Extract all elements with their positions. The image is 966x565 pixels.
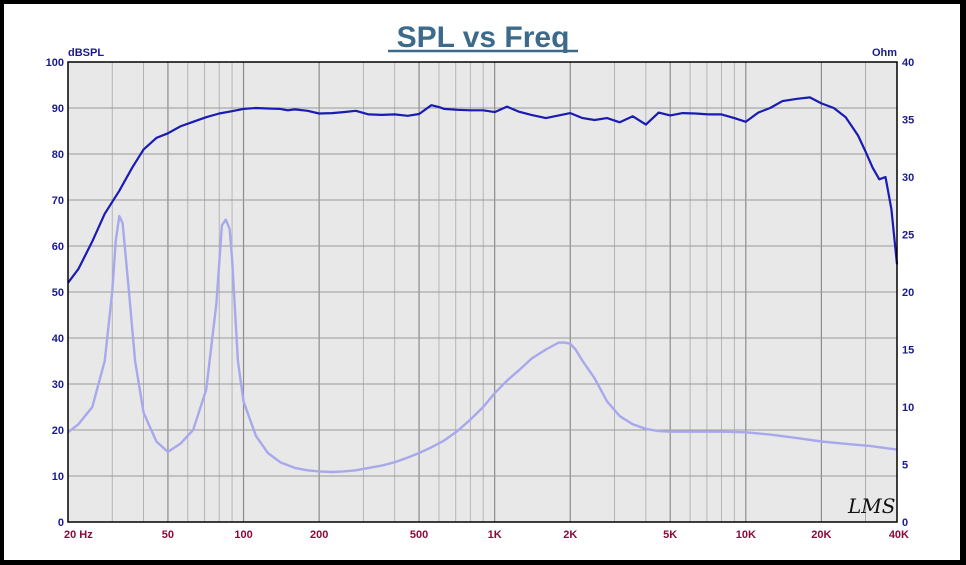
right-tick-label: 25 (902, 230, 914, 242)
right-tick-label: 5 (902, 460, 908, 472)
left-tick-label: 90 (52, 103, 64, 115)
left-axis-unit: dBSPL (68, 47, 104, 59)
lms-logo: LMS (847, 494, 895, 518)
x-tick-label: 5K (663, 529, 677, 541)
x-tick-label: 20 Hz (64, 529, 93, 541)
left-axis-ticks: 0 10 20 30 40 50 60 70 80 90 100 (46, 57, 64, 529)
left-tick-label: 40 (52, 333, 64, 345)
left-tick-label: 50 (52, 287, 64, 299)
x-tick-label: 2K (563, 529, 577, 541)
x-tick-label: 500 (410, 529, 428, 541)
right-tick-label: 10 (902, 402, 914, 414)
left-tick-label: 20 (52, 425, 64, 437)
chart-title: SPL vs Freq (397, 21, 570, 54)
right-tick-label: 0 (902, 517, 908, 529)
left-tick-label: 10 (52, 471, 64, 483)
left-tick-label: 0 (58, 517, 64, 529)
x-axis-ticks: 20 Hz 50 100 200 500 1K 2K 5K 10K 20K 40K (64, 529, 909, 541)
x-tick-label: 100 (234, 529, 252, 541)
right-tick-label: 15 (902, 345, 914, 357)
spl-curve (67, 96, 899, 284)
left-tick-label: 80 (52, 149, 64, 161)
x-tick-label: 20K (811, 529, 831, 541)
right-axis-ticks: 0 5 10 15 20 25 30 35 40 (902, 57, 914, 529)
right-tick-label: 20 (902, 287, 914, 299)
series-layer (67, 96, 899, 474)
left-tick-label: 100 (46, 57, 64, 69)
x-tick-label: 1K (488, 529, 502, 541)
right-tick-label: 30 (902, 172, 914, 184)
x-tick-label: 200 (310, 529, 328, 541)
right-tick-label: 35 (902, 115, 914, 127)
x-tick-label: 50 (162, 529, 174, 541)
left-tick-label: 60 (52, 241, 64, 253)
left-tick-label: 70 (52, 195, 64, 207)
x-tick-label: 10K (736, 529, 756, 541)
plot-frame (67, 61, 898, 523)
right-axis-unit: Ohm (872, 47, 897, 59)
right-tick-label: 40 (902, 57, 914, 69)
left-tick-label: 30 (52, 379, 64, 391)
x-tick-label: 40K (889, 529, 909, 541)
impedance-curve (67, 214, 898, 474)
